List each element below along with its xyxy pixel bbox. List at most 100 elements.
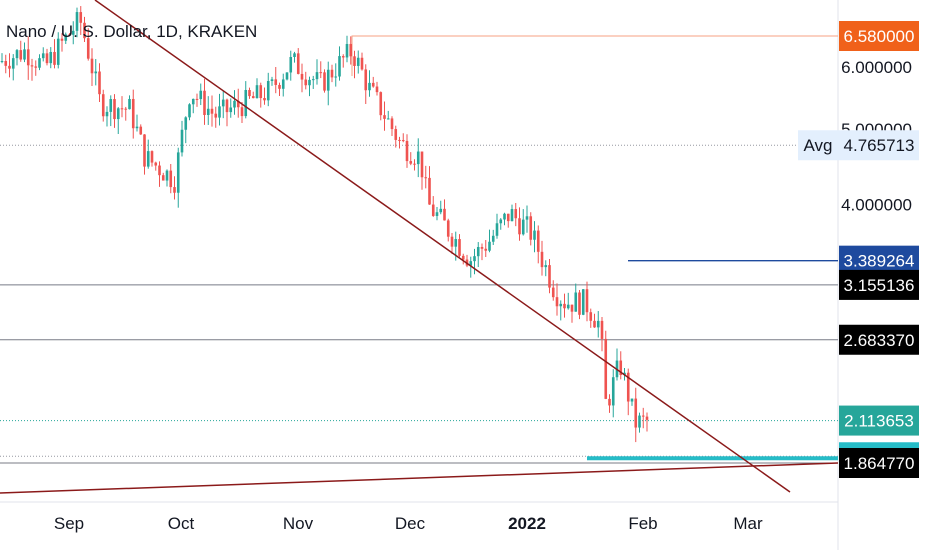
candle-body [60, 38, 64, 41]
price-label-avg: 4.765713 Avg [798, 130, 919, 161]
candle-body [4, 61, 8, 66]
candle [150, 150, 154, 167]
candle-body [90, 58, 94, 74]
candle-body [165, 170, 169, 181]
candle [536, 225, 540, 264]
price-label-text: 2.683370 [844, 331, 915, 350]
candle-body [128, 98, 131, 110]
candle-body [109, 99, 113, 112]
price-labels: 6.580000 4.765713 Avg 3.389264 3.155136 2.683… [798, 21, 919, 478]
candle-body [626, 372, 630, 402]
candle-body [559, 303, 563, 307]
candle [75, 7, 79, 38]
candle [319, 61, 323, 79]
candle [604, 330, 608, 400]
candle-body [308, 79, 311, 86]
candle-body [495, 223, 499, 236]
candle [401, 133, 405, 143]
candle-body [188, 104, 191, 118]
candle [503, 212, 506, 226]
candle-body [34, 66, 38, 68]
candle [525, 205, 529, 233]
candle [263, 87, 266, 105]
price-label-last-price: 2.113653 [839, 405, 919, 436]
y-tick-label: 6.000000 [841, 58, 912, 77]
candle-body [529, 216, 533, 240]
candle [124, 106, 128, 121]
price-label-level-2: 2.683370 [839, 324, 919, 355]
candle [514, 202, 518, 227]
candle [30, 58, 34, 81]
candle [630, 398, 634, 406]
candle-body [645, 416, 649, 420]
candle-body [79, 12, 83, 23]
candle [368, 70, 371, 97]
candle-body [394, 129, 398, 140]
candle [450, 233, 454, 255]
candle-body [326, 69, 330, 91]
candle-body [101, 94, 105, 117]
candle-body [154, 162, 158, 166]
candle-body [23, 49, 26, 60]
candle [559, 300, 563, 321]
candle-body [131, 98, 135, 129]
candle [589, 308, 593, 328]
candle [529, 212, 533, 246]
candle-body [296, 53, 300, 74]
candle-body [600, 320, 604, 339]
candle-body [405, 140, 409, 162]
candle [638, 412, 641, 433]
candle [330, 64, 334, 83]
candle-body [630, 398, 634, 402]
candle [289, 50, 293, 81]
candle [218, 93, 221, 126]
candle-body [64, 34, 68, 41]
candle-body [56, 38, 60, 65]
candle-body [281, 79, 285, 89]
candle [596, 311, 600, 338]
candle [131, 89, 135, 139]
candle [544, 260, 548, 277]
price-label-text: 1.864770 [844, 454, 915, 473]
price-label-box [839, 405, 919, 436]
candle [79, 6, 83, 35]
candle [244, 81, 248, 119]
candle [349, 36, 353, 65]
candle-body [623, 372, 626, 376]
candle [210, 95, 214, 127]
candle [270, 76, 274, 86]
candle [101, 89, 105, 122]
candle-body [270, 79, 274, 81]
candle-body [300, 73, 304, 80]
candle-body [259, 85, 263, 99]
candle-body [158, 165, 161, 176]
candle [203, 78, 206, 125]
candle-body [86, 38, 90, 59]
candle [248, 87, 251, 99]
x-tick-label: 2022 [508, 514, 546, 533]
candle-body [53, 51, 56, 65]
candle [176, 147, 180, 208]
candle [236, 88, 240, 118]
candle-body [191, 98, 195, 105]
candle [308, 76, 311, 97]
candle-body [184, 117, 188, 130]
candle-body [469, 261, 473, 266]
candle [94, 59, 98, 86]
candle-body [386, 118, 390, 120]
candle [383, 101, 386, 131]
candle-body [473, 256, 476, 262]
candle-body [491, 235, 495, 242]
candle-body [589, 312, 593, 321]
ascending-trendline [0, 462, 839, 494]
candle-body [274, 79, 278, 85]
candle [195, 93, 199, 107]
candle [233, 90, 236, 115]
high-marker-line [351, 35, 838, 76]
candle-body [244, 89, 248, 117]
price-label-level-1: 3.155136 [839, 269, 919, 300]
candle-body [255, 85, 259, 99]
candle [420, 151, 424, 190]
